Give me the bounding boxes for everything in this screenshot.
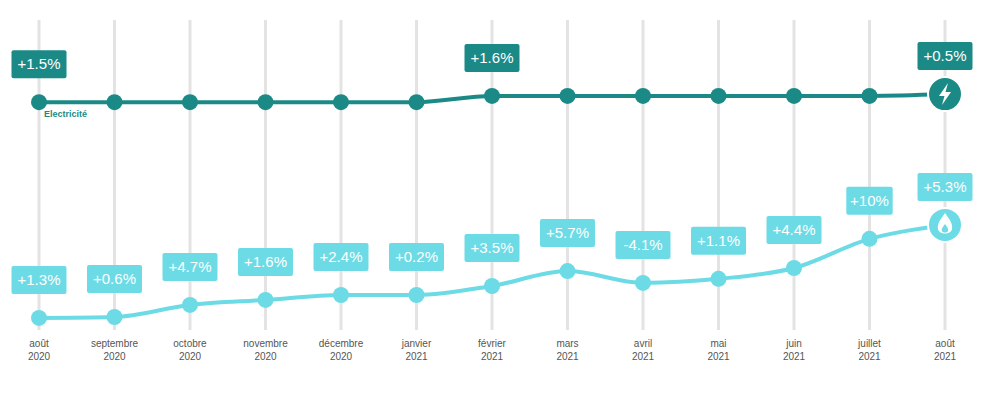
svg-text:+1.3%: +1.3% xyxy=(18,271,61,288)
svg-text:2021: 2021 xyxy=(858,351,881,362)
svg-text:décembre: décembre xyxy=(319,338,364,349)
svg-text:février: février xyxy=(478,338,506,349)
svg-text:+2.4%: +2.4% xyxy=(320,248,363,265)
svg-text:2020: 2020 xyxy=(179,351,202,362)
svg-text:2020: 2020 xyxy=(254,351,277,362)
svg-text:mai: mai xyxy=(710,338,726,349)
svg-text:2021: 2021 xyxy=(934,351,957,362)
svg-text:+1.5%: +1.5% xyxy=(18,55,61,72)
svg-text:+5.3%: +5.3% xyxy=(924,178,967,195)
svg-text:octobre: octobre xyxy=(173,338,207,349)
svg-text:+0.5%: +0.5% xyxy=(924,47,967,64)
svg-text:+3.5%: +3.5% xyxy=(471,239,514,256)
svg-text:septembre: septembre xyxy=(91,338,139,349)
svg-text:+4.7%: +4.7% xyxy=(169,258,212,275)
svg-text:2021: 2021 xyxy=(707,351,730,362)
svg-text:juin: juin xyxy=(785,338,802,349)
svg-text:Electricité: Electricité xyxy=(44,109,87,119)
svg-text:juillet: juillet xyxy=(857,338,881,349)
svg-text:novembre: novembre xyxy=(243,338,288,349)
svg-text:août: août xyxy=(935,338,955,349)
svg-text:mars: mars xyxy=(556,338,578,349)
svg-text:2020: 2020 xyxy=(28,351,51,362)
svg-text:+4.4%: +4.4% xyxy=(773,221,816,238)
svg-text:2021: 2021 xyxy=(481,351,504,362)
svg-text:2021: 2021 xyxy=(556,351,579,362)
svg-text:+1.6%: +1.6% xyxy=(244,253,287,270)
svg-text:+5.7%: +5.7% xyxy=(546,224,589,241)
svg-text:2021: 2021 xyxy=(405,351,428,362)
svg-text:+10%: +10% xyxy=(850,192,889,209)
svg-text:avril: avril xyxy=(634,338,652,349)
svg-text:août: août xyxy=(29,338,49,349)
svg-text:2021: 2021 xyxy=(632,351,655,362)
svg-text:2020: 2020 xyxy=(330,351,353,362)
svg-text:-4.1%: -4.1% xyxy=(623,236,662,253)
svg-text:2021: 2021 xyxy=(783,351,806,362)
svg-text:janvier: janvier xyxy=(401,338,432,349)
svg-text:+1.6%: +1.6% xyxy=(471,49,514,66)
svg-text:+1.1%: +1.1% xyxy=(697,232,740,249)
svg-text:2020: 2020 xyxy=(103,351,126,362)
svg-text:+0.2%: +0.2% xyxy=(395,248,438,265)
svg-text:+0.6%: +0.6% xyxy=(93,270,136,287)
